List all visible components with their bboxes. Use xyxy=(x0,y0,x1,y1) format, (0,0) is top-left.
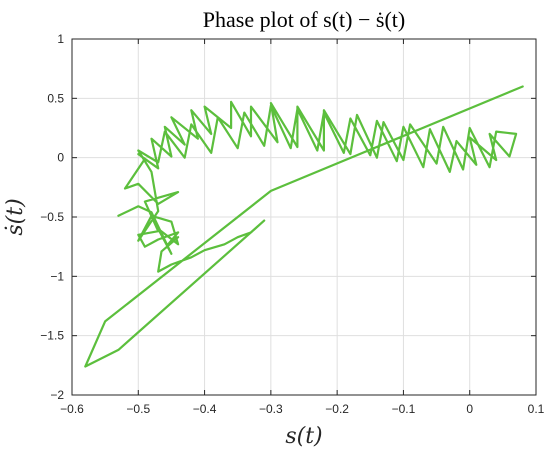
y-tick-label: −1 xyxy=(50,269,64,283)
y-tick-label: −2 xyxy=(50,388,64,402)
y-tick-label: −1.5 xyxy=(40,329,64,343)
grid-lines xyxy=(71,38,537,396)
y-tick-label: 0.5 xyxy=(47,91,64,105)
data-layer xyxy=(84,85,524,368)
x-tick-label: −0.2 xyxy=(325,402,349,416)
x-tick-label: 0.1 xyxy=(528,402,545,416)
x-axis-label: s(t) xyxy=(285,424,322,449)
phase-trajectory-line xyxy=(84,85,524,368)
axis-ticks: −0.6 −0.5 −0.4 −0.3 −0.2 −0.1 0 0.1 −2 −1.5 −1 −0.5… xyxy=(40,32,544,416)
x-tick-label: −0.4 xyxy=(193,402,217,416)
y-tick-label: 1 xyxy=(57,32,64,46)
x-tick-label: −0.5 xyxy=(126,402,150,416)
x-tick-label: −0.6 xyxy=(60,402,84,416)
y-tick-label: 0 xyxy=(57,151,64,165)
x-tick-label: −0.1 xyxy=(392,402,416,416)
y-tick-label: −0.5 xyxy=(40,210,64,224)
y-axis-label: ṡ(t) xyxy=(3,198,28,235)
x-tick-label: 0 xyxy=(466,402,473,416)
chart-title: Phase plot of s(t) − ṡ(t) xyxy=(203,7,405,32)
x-tick-label: −0.3 xyxy=(259,402,283,416)
